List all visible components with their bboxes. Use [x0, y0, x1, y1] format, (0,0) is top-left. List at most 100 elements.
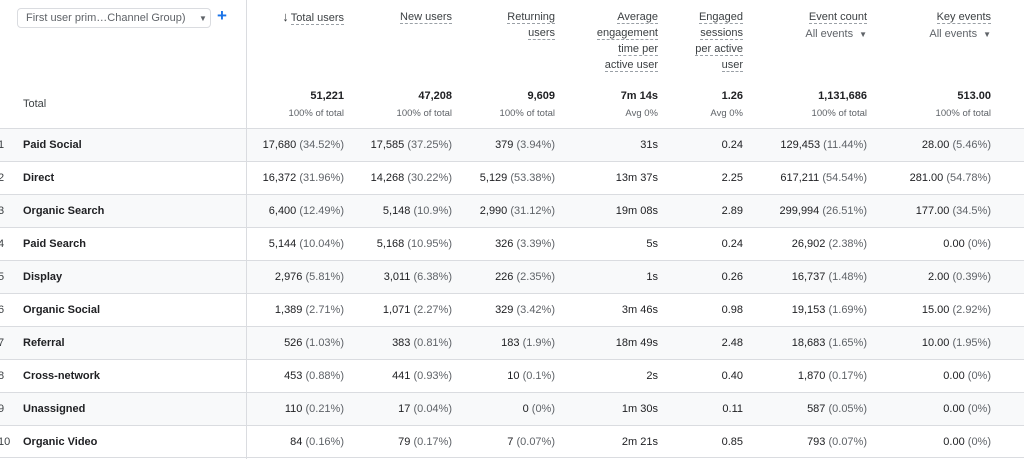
metric-value: 5,148	[382, 205, 411, 217]
channel-name[interactable]: Organic Social	[23, 304, 101, 316]
metric-cell: 326 (3.39%)	[495, 238, 555, 250]
table-row[interactable]: 4 Paid Search 5,144 (10.04%) 5,168 (10.95%)…	[0, 227, 1024, 261]
metric-value: 0.26	[721, 271, 743, 283]
total-subtext: 100% of total	[396, 108, 452, 119]
table-row[interactable]: 7 Referral 526 (1.03%) 383 (0.81%) 183 (1.9%…	[0, 326, 1024, 360]
total-value: 1,131,686	[818, 90, 867, 102]
channel-name[interactable]: Display	[23, 271, 63, 283]
metric-value: 18,683	[791, 337, 826, 349]
table-row[interactable]: 3 Organic Search 6,400 (12.49%) 5,148 (10.9…	[0, 194, 1024, 228]
metric-percent: (2.35%)	[513, 271, 555, 283]
metric-cell: 17,680 (34.52%)	[263, 139, 344, 151]
metric-percent: (1.95%)	[949, 337, 991, 349]
metric-cell: 129,453 (11.44%)	[780, 139, 867, 151]
total-subtext: 100% of total	[499, 108, 555, 119]
row-index: 1	[0, 139, 5, 151]
row-index: 2	[0, 172, 5, 184]
metric-cell: 0.00 (0%)	[943, 370, 991, 382]
metric-percent: (26.51%)	[819, 205, 867, 217]
metric-value: 0.00	[943, 238, 965, 250]
add-dimension-icon[interactable]: +	[217, 6, 227, 25]
metric-value: 110	[284, 403, 303, 415]
channel-name[interactable]: Organic Video	[23, 436, 98, 448]
channel-name[interactable]: Unassigned	[23, 403, 86, 415]
metric-cell: 18m 49s	[616, 337, 658, 349]
metric-value: 441	[392, 370, 411, 382]
metric-percent: (2.27%)	[410, 304, 452, 316]
column-header-1[interactable]: ↓ Total users	[244, 9, 344, 26]
table-row[interactable]: 1 Paid Social 17,680 (34.52%) 17,585 (37.25…	[0, 128, 1024, 162]
event-filter-label: All events	[929, 28, 978, 40]
metric-value: 1,389	[274, 304, 303, 316]
metric-value: 526	[284, 337, 303, 349]
metric-value: 2,976	[274, 271, 303, 283]
column-header-5[interactable]: Engaged sessions per active user	[663, 9, 743, 73]
metric-percent: (0.07%)	[825, 436, 867, 448]
column-divider	[246, 261, 247, 294]
metric-value: 0.11	[722, 403, 743, 415]
metric-cell: 79 (0.17%)	[398, 436, 452, 448]
column-divider	[246, 426, 247, 459]
total-subtext: 100% of total	[811, 108, 867, 119]
metric-cell: 526 (1.03%)	[284, 337, 344, 349]
metric-cell: 19m 08s	[616, 205, 658, 217]
table-row[interactable]: 6 Organic Social 1,389 (2.71%) 1,071 (2.27%…	[0, 293, 1024, 327]
table-row[interactable]: 8 Cross-network 453 (0.88%) 441 (0.93%) 10 (…	[0, 359, 1024, 393]
channel-name[interactable]: Referral	[23, 337, 65, 349]
column-header-label: time per	[618, 43, 658, 56]
channel-name[interactable]: Cross-network	[23, 370, 101, 382]
chevron-down-icon: ▼	[199, 13, 207, 23]
metric-cell: 453 (0.88%)	[284, 370, 344, 382]
metric-cell: 587 (0.05%)	[807, 403, 867, 415]
column-header-7[interactable]: Key events All events ▼	[871, 9, 991, 43]
row-index: 10	[0, 436, 11, 448]
row-index: 7	[0, 337, 5, 349]
event-filter-dropdown[interactable]: All events ▼	[871, 26, 991, 43]
event-filter-dropdown[interactable]: All events ▼	[747, 26, 867, 43]
table-row[interactable]: 2 Direct 16,372 (31.96%) 14,268 (30.22%) 5,1…	[0, 161, 1024, 195]
table-row[interactable]: 5 Display 2,976 (5.81%) 3,011 (6.38%) 226 (2…	[0, 260, 1024, 294]
channel-name[interactable]: Organic Search	[23, 205, 105, 217]
column-header-3[interactable]: Returning users	[459, 9, 555, 41]
metric-percent: (10.9%)	[410, 205, 452, 217]
metric-cell: 26,902 (2.38%)	[792, 238, 867, 250]
metric-percent: (0%)	[528, 403, 555, 415]
metric-percent: (54.78%)	[943, 172, 991, 184]
metric-cell: 0.00 (0%)	[943, 238, 991, 250]
metric-value: 0.00	[943, 436, 965, 448]
column-header-label: engagement	[596, 27, 658, 40]
metric-cell: 0.40	[722, 370, 743, 382]
metric-percent: (0.81%)	[410, 337, 452, 349]
metric-value: 7	[507, 436, 514, 448]
metric-value: 3,011	[383, 271, 411, 283]
column-header-label: Returning	[507, 11, 555, 24]
metric-cell: 383 (0.81%)	[392, 337, 452, 349]
total-value: 1.26	[721, 90, 743, 102]
metric-cell: 17,585 (37.25%)	[371, 139, 452, 151]
channel-name[interactable]: Paid Search	[23, 238, 86, 250]
column-header-2[interactable]: New users	[352, 9, 452, 25]
column-divider	[246, 294, 247, 327]
row-index: 9	[0, 403, 5, 415]
column-header-label: Key events	[936, 11, 991, 24]
metric-cell: 0.24	[722, 238, 743, 250]
metric-cell: 1,389 (2.71%)	[275, 304, 344, 316]
metric-value: 19m 08s	[615, 205, 658, 217]
table-row[interactable]: 9 Unassigned 110 (0.21%) 17 (0.04%) 0 (0%) 1m…	[0, 392, 1024, 426]
table-row[interactable]: 10 Organic Video 84 (0.16%) 79 (0.17%) 7 (0.…	[0, 425, 1024, 459]
metric-percent: (0.88%)	[302, 370, 344, 382]
metric-percent: (0%)	[964, 238, 991, 250]
channel-name[interactable]: Paid Social	[23, 139, 82, 151]
metric-value: 129,453	[780, 139, 821, 151]
metric-value: 379	[495, 139, 514, 151]
channel-name[interactable]: Direct	[23, 172, 55, 184]
metric-cell: 0 (0%)	[523, 403, 555, 415]
column-header-label: Average	[617, 11, 658, 24]
column-header-label: New users	[400, 11, 452, 24]
metric-cell: 31s	[640, 139, 658, 151]
column-header-6[interactable]: Event count All events ▼	[747, 9, 867, 43]
metric-percent: (2.71%)	[302, 304, 344, 316]
column-header-4[interactable]: Average engagement time per active user	[562, 9, 658, 73]
metric-value: 2.25	[721, 172, 743, 184]
dimension-selector[interactable]: First user prim…Channel Group) ▼	[17, 8, 211, 28]
